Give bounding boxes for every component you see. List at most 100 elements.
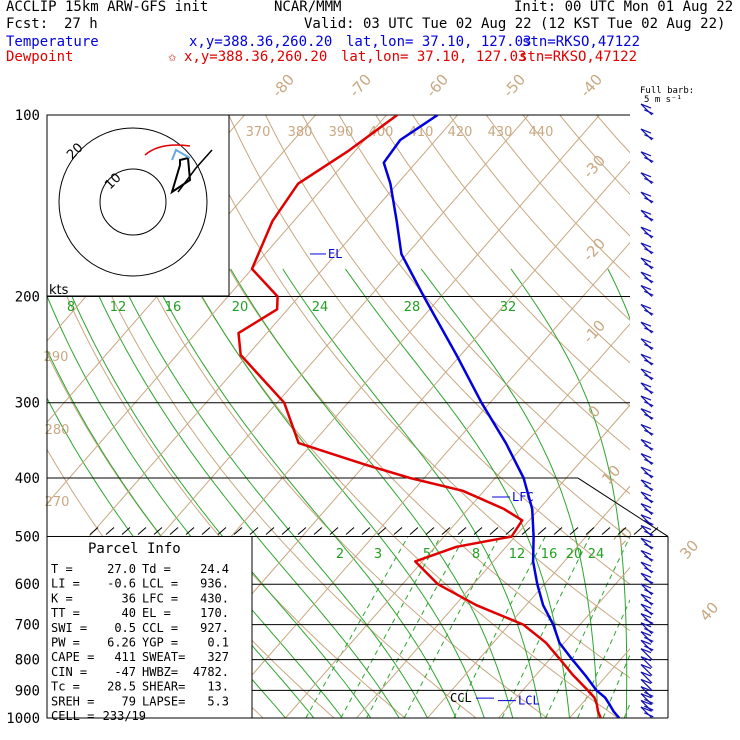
moist-adiabat — [115, 268, 428, 718]
wind-barb-shaft — [640, 128, 653, 141]
moist-adiabat — [607, 268, 630, 321]
wind-barb-flag — [640, 466, 652, 472]
hodograph-trace — [177, 149, 213, 193]
parcel-info-panel: Parcel Info T = 27.0 Td = 24.4 LI = -0.6 LCL = 9… — [46, 535, 253, 723]
wind-barb-flag — [644, 388, 654, 394]
wind-barb-flag — [644, 401, 654, 407]
parcel-param-label: SHEAR= — [142, 680, 185, 694]
wind-barb-flag — [640, 191, 652, 197]
wind-barb-shaft — [640, 583, 653, 596]
wind-barb-flag — [644, 156, 654, 163]
wind-barb-flag — [644, 177, 654, 184]
valid-time: Valid: 03 UTC Tue 02 Aug 22 (12 KST Tue … — [304, 16, 726, 32]
model-title: ACCLIP 15km ARW-GFS init — [6, 0, 209, 15]
wind-barb-shaft — [640, 603, 653, 616]
hodograph-trace-blue — [171, 148, 191, 161]
isotherm — [47, 115, 388, 505]
parcel-param-label: LAPSE= — [142, 694, 185, 708]
wind-barb-flag — [644, 472, 654, 478]
wind-barb-shaft — [640, 550, 653, 562]
wind-barb-flag — [640, 549, 652, 556]
dewpoint-legend-latlon: lat,lon= 37.10, 127.03 — [341, 49, 527, 65]
parcel-param-label: YGP = — [142, 636, 178, 650]
theta-label: 430 — [488, 125, 513, 140]
sounding-traces — [237, 115, 621, 718]
lcl-label: LCL — [518, 694, 540, 708]
wind-barb-flag — [640, 382, 652, 388]
dewpoint-legend-label: Dewpoint — [6, 49, 74, 65]
wind-barb-flag — [644, 429, 654, 435]
init-time: Init: 00 UTC Mon 01 Aug 22 — [514, 0, 734, 15]
temperature-legend-latlon: lat,lon= 37.10, 127.03 — [346, 34, 532, 50]
theta-e-label: 24 — [312, 300, 329, 315]
wind-barb-flag — [640, 479, 652, 485]
mixing-ratio-label: 8 — [472, 547, 480, 562]
wind-barb-flag — [640, 321, 652, 327]
dry-adiabat — [191, 115, 630, 632]
wind-barb-flag — [644, 578, 654, 584]
lfc-label: LFC — [512, 490, 534, 504]
wind-barb-shaft — [640, 408, 653, 421]
parcel-param-label: HWBZ= — [142, 665, 178, 679]
wind-barb-shaft — [640, 382, 653, 395]
wind-barb-flag — [644, 277, 654, 283]
wind-barb-flag — [640, 693, 652, 699]
pressure-tick-label: 200 — [15, 290, 40, 306]
wind-barb-shaft — [640, 285, 653, 297]
wind-barb-shaft — [640, 686, 653, 699]
parcel-param-value: 411 — [114, 650, 136, 664]
wind-barb-flag — [644, 248, 654, 254]
hodograph-ring — [99, 168, 167, 236]
parcel-param-label: SWEAT= — [142, 650, 185, 664]
hatch-tick — [377, 527, 387, 535]
parcel-param-label: Tc = — [51, 680, 80, 694]
theta-e-label: 32 — [500, 300, 517, 315]
hodograph-units: kts — [49, 283, 69, 298]
dry-adiabat — [485, 115, 630, 279]
theta-e-label: 16 — [165, 300, 182, 315]
wind-barb-shaft — [640, 648, 653, 660]
wind-barb-flag — [644, 543, 654, 549]
wind-barb-flag — [640, 368, 652, 374]
wind-barb-flag — [640, 686, 652, 692]
wind-barb-flag — [644, 485, 654, 491]
parcel-param-value: 927. — [200, 621, 229, 635]
wind-barb-flag — [644, 359, 654, 365]
temperature-trace — [382, 115, 621, 718]
wind-barb-flag — [644, 444, 654, 450]
theta-label: 280 — [45, 423, 70, 438]
mixing-ratio-label: 12 — [509, 547, 526, 562]
parcel-param-value: 4782. — [193, 665, 229, 679]
ccl-label: CCL — [450, 691, 472, 705]
parcel-param-label: LCL = — [142, 577, 178, 591]
wind-barb-flag — [640, 285, 652, 291]
hatch-tick — [121, 527, 131, 535]
wind-barb-shaft — [640, 395, 653, 408]
parcel-param-value: 327 — [207, 650, 229, 664]
wind-barb-flag — [640, 395, 652, 401]
temperature-legend-label: Temperature — [6, 34, 99, 50]
parcel-param-value: 28.5 — [107, 680, 136, 694]
parcel-param-value: 27.0 — [107, 562, 136, 576]
hatch-tick — [313, 527, 323, 535]
isotherm — [47, 115, 317, 423]
wind-barb-flag — [644, 530, 654, 536]
isotherm — [284, 323, 630, 718]
parcel-param-label: SWI = — [51, 621, 87, 635]
wind-barb-flag — [640, 671, 652, 677]
wind-barb-flag — [644, 413, 654, 419]
parcel-param-label: T = — [51, 562, 73, 576]
wind-barb-shaft — [640, 656, 653, 669]
hatch-tick — [137, 527, 147, 535]
hatch-tick — [537, 527, 547, 535]
wind-barb-flag — [644, 109, 654, 115]
wind-barb-flag — [644, 497, 654, 503]
parcel-param-value: 6.26 — [107, 636, 136, 650]
wind-barb-flag — [644, 232, 654, 238]
hatch-tick — [617, 527, 627, 535]
wind-barb-shaft — [640, 338, 653, 351]
hatch-tick — [521, 527, 531, 535]
hatch-tick — [345, 527, 355, 535]
wind-barb-flag — [644, 327, 654, 333]
hatch-tick — [505, 527, 515, 535]
